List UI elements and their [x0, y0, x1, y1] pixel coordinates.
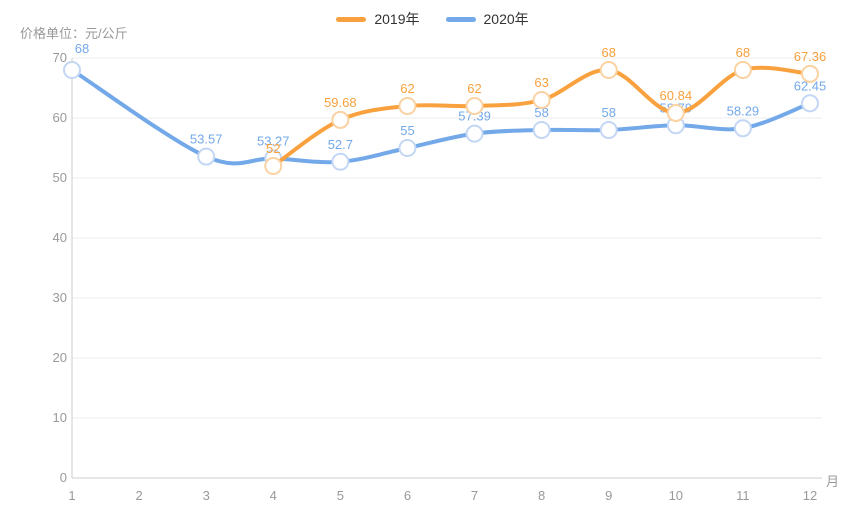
- data-point-label-2020年: 58: [534, 105, 548, 120]
- legend-item-2020[interactable]: 2020年: [445, 9, 529, 29]
- data-point-marker-2020年[interactable]: [63, 61, 81, 79]
- y-axis-tick-label: 60: [53, 110, 67, 125]
- legend-swatch-2020-icon: [445, 16, 476, 22]
- legend-label-2019: 2019年: [374, 11, 420, 27]
- data-point-label-2020年: 58: [601, 105, 615, 120]
- data-point-label-2019年: 59.68: [324, 95, 357, 110]
- data-point-marker-2020年[interactable]: [465, 124, 484, 143]
- legend: 2019年 2020年: [0, 9, 865, 29]
- y-axis-tick-label: 10: [53, 410, 67, 425]
- x-axis-tick-label: 5: [337, 488, 344, 503]
- data-point-marker-2020年[interactable]: [733, 119, 752, 138]
- data-point-label-2019年: 52: [266, 141, 280, 156]
- y-axis-tick-label: 70: [53, 50, 67, 65]
- data-point-label-2019年: 63: [534, 75, 548, 90]
- data-point-marker-2020年[interactable]: [331, 152, 350, 171]
- data-point-label-2020年: 58.29: [727, 103, 760, 118]
- y-axis-tick-label: 40: [53, 230, 67, 245]
- data-point-marker-2019年[interactable]: [264, 157, 283, 175]
- data-point-marker-2019年[interactable]: [465, 97, 484, 115]
- y-axis-unit-label: 价格单位：元/公斤: [20, 26, 128, 41]
- y-axis-tick-label: 30: [53, 290, 67, 305]
- x-axis-unit-label: 月: [826, 474, 839, 489]
- data-point-label-2019年: 68: [736, 45, 750, 60]
- x-axis-tick-label: 1: [68, 488, 75, 503]
- data-point-label-2019年: 62: [467, 81, 481, 96]
- data-point-label-2020年: 52.7: [328, 137, 353, 152]
- data-point-marker-2019年[interactable]: [666, 103, 685, 122]
- data-point-label-2019年: 60.84: [660, 88, 693, 103]
- x-axis-tick-label: 7: [471, 488, 478, 503]
- data-point-marker-2020年[interactable]: [532, 121, 551, 139]
- x-axis-tick-label: 3: [203, 488, 210, 503]
- data-point-marker-2019年[interactable]: [398, 97, 417, 115]
- data-point-marker-2020年[interactable]: [599, 121, 618, 139]
- x-axis-tick-label: 9: [605, 488, 612, 503]
- x-axis-tick-label: 12: [803, 488, 817, 503]
- x-axis-tick-label: 11: [736, 488, 750, 503]
- series-line-2020年: [70, 68, 812, 166]
- legend-item-2019[interactable]: 2019年: [336, 9, 420, 29]
- y-axis-tick-label: 50: [53, 170, 67, 185]
- y-axis-tick-label: 20: [53, 350, 67, 365]
- data-point-marker-2019年[interactable]: [599, 61, 618, 79]
- x-axis-tick-label: 10: [669, 488, 683, 503]
- data-point-label-2020年: 53.27: [257, 133, 290, 148]
- legend-swatch-2019-icon: [336, 16, 367, 22]
- data-point-marker-2020年[interactable]: [197, 147, 216, 166]
- data-point-marker-2020年[interactable]: [398, 139, 417, 157]
- data-point-marker-2019年[interactable]: [532, 91, 551, 109]
- data-point-label-2020年: 62.45: [794, 78, 827, 93]
- data-point-label-2019年: 67.36: [794, 49, 827, 64]
- data-point-marker-2019年[interactable]: [801, 64, 819, 83]
- data-point-marker-2019年[interactable]: [331, 110, 350, 129]
- data-point-marker-2019年[interactable]: [733, 61, 752, 79]
- x-axis-tick-label: 2: [135, 488, 142, 503]
- data-point-label-2020年: 57.39: [458, 109, 491, 124]
- data-point-label-2020年: 53.57: [190, 132, 223, 147]
- data-point-label-2019年: 68: [601, 45, 615, 60]
- x-axis-tick-label: 6: [404, 488, 411, 503]
- x-axis-tick-label: 4: [270, 488, 277, 503]
- legend-label-2020: 2020年: [483, 11, 529, 27]
- data-point-marker-2020年[interactable]: [801, 94, 819, 113]
- x-axis-tick-label: 8: [538, 488, 545, 503]
- y-axis-tick-label: 0: [60, 470, 67, 485]
- data-point-label-2019年: 62: [400, 81, 414, 96]
- data-point-label-2020年: 68: [75, 41, 89, 56]
- data-point-label-2020年: 55: [400, 123, 414, 138]
